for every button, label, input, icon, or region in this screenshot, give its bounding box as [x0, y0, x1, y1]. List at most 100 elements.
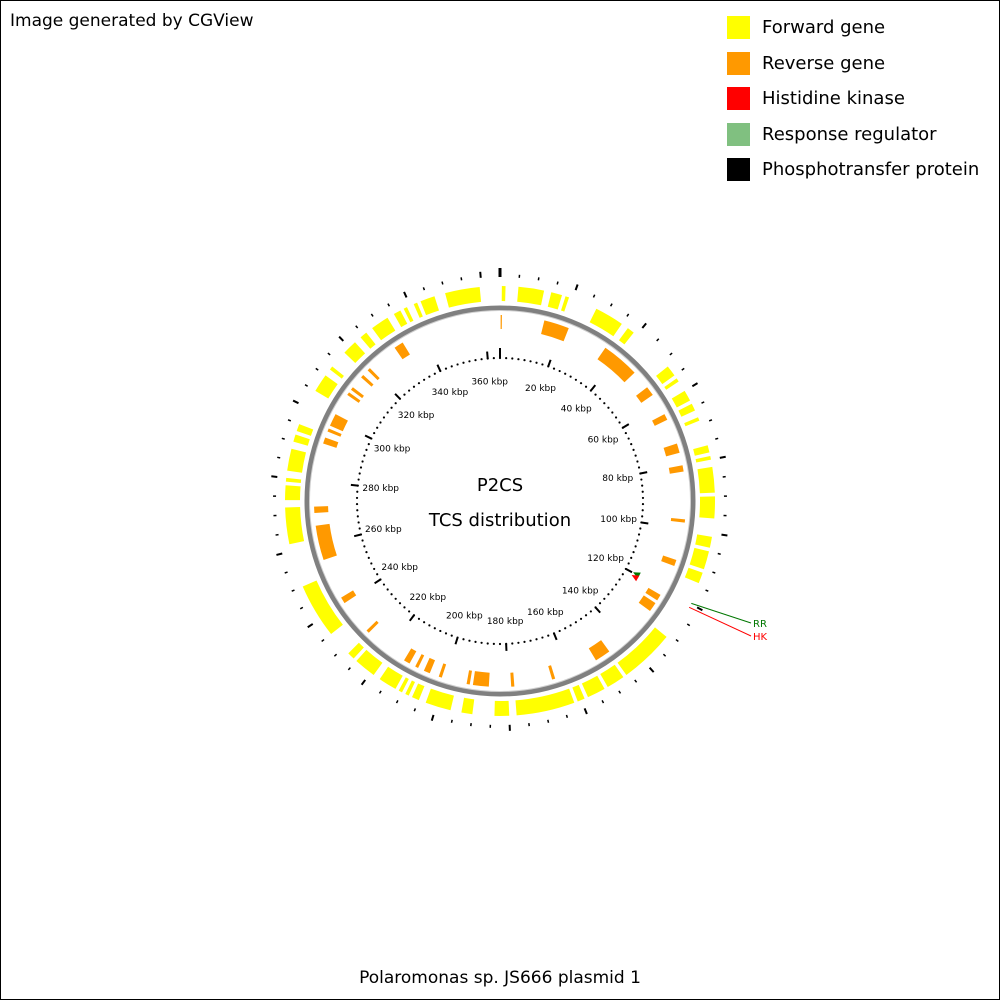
scale-dot: [412, 385, 416, 388]
scale-major-tick: [547, 359, 552, 367]
reverse-gene-track: [314, 315, 686, 687]
scale-label: 20 kbp: [525, 384, 556, 394]
reverse-gene: [466, 670, 472, 685]
scale-dot: [624, 431, 627, 435]
legend-swatch: [727, 122, 750, 146]
scale-dot: [589, 610, 592, 613]
scale-dot: [535, 638, 538, 641]
scale-dot: [356, 490, 359, 493]
reverse-gene: [636, 387, 653, 403]
tick-mark: [708, 419, 713, 422]
reverse-gene: [597, 347, 635, 383]
tcs-gene-label: HK: [753, 632, 768, 643]
scale-dot: [456, 363, 459, 366]
tick-mark: [307, 623, 314, 629]
scale-dot: [359, 466, 363, 469]
tick-mark: [333, 653, 338, 657]
tick-mark: [712, 571, 716, 574]
scale-dot: [376, 426, 379, 429]
forward-gene: [285, 477, 302, 483]
tcs-gene-label: RR: [753, 619, 767, 630]
scale-dot: [603, 402, 606, 405]
scale-dot: [428, 624, 431, 627]
scale-dot: [462, 638, 465, 641]
tick-mark: [403, 291, 408, 298]
scale-dot: [382, 583, 386, 586]
scale-dot: [621, 573, 624, 576]
scale-dot: [492, 642, 495, 645]
reverse-gene: [548, 665, 556, 680]
scale-major-tick: [374, 578, 382, 585]
scale-dot: [517, 641, 520, 644]
forward-gene: [515, 688, 575, 716]
scale-major-tick: [408, 614, 415, 622]
tick-mark: [681, 367, 685, 371]
scale-dot: [444, 632, 448, 635]
tick-mark: [370, 313, 374, 317]
scale-dot: [358, 527, 361, 530]
reverse-gene: [541, 320, 569, 342]
forward-gene: [356, 649, 383, 675]
scale-dot: [363, 545, 366, 548]
legend-swatch: [727, 16, 750, 40]
scale-dot: [363, 454, 366, 457]
tcs-gene-marker: [633, 572, 641, 579]
scale-label: 300 kbp: [374, 445, 411, 455]
scale-label: 280 kbp: [362, 484, 399, 494]
scale-dot: [574, 378, 577, 381]
reverse-gene: [341, 590, 357, 604]
scale-dot: [614, 583, 618, 586]
scale-dot: [511, 642, 514, 645]
scale-label: 160 kbp: [527, 608, 564, 618]
scale-dot: [637, 533, 641, 536]
scale-dot: [529, 639, 532, 642]
scale-label: 200 kbp: [446, 612, 483, 622]
tick-mark: [618, 690, 622, 694]
tick-mark: [292, 399, 299, 405]
reverse-gene: [663, 443, 680, 457]
reverse-gene: [652, 414, 668, 426]
scale-dot: [373, 567, 376, 571]
scale-major-tick: [350, 483, 358, 487]
tick-mark: [717, 552, 721, 555]
tick-mark: [583, 708, 588, 715]
scale-dot: [356, 515, 359, 518]
tick-mark: [441, 281, 444, 285]
scale-dot: [618, 421, 621, 424]
scale-major-tick: [640, 471, 648, 475]
scale-dot: [607, 593, 610, 596]
scale-dot: [569, 375, 572, 378]
reverse-gene: [350, 387, 364, 399]
scale-dot: [603, 597, 606, 600]
scale-dot: [382, 416, 386, 419]
scale-dot: [505, 357, 508, 360]
scale-dot: [641, 502, 645, 506]
scale-dot: [468, 360, 471, 363]
forward-gene: [697, 466, 715, 494]
scale-major-tick: [590, 384, 597, 392]
forward-gene: [445, 286, 482, 308]
reverse-gene: [668, 465, 684, 474]
scale-dot: [390, 593, 393, 596]
legend-label: Reverse gene: [762, 52, 886, 74]
tick-mark: [565, 714, 569, 718]
tick-mark: [656, 338, 660, 342]
genome-name: Polaromonas sp. JS666 plasmid 1: [359, 968, 641, 988]
scale-dot: [450, 634, 453, 637]
tick-mark: [460, 277, 463, 281]
reverse-gene: [367, 368, 380, 381]
reverse-gene: [415, 654, 425, 668]
forward-gene: [425, 688, 454, 711]
forward-gene: [517, 286, 545, 306]
scale-dot: [423, 621, 426, 624]
scale-dot: [356, 509, 359, 512]
scale-dot: [480, 358, 483, 361]
legend: Forward gene Reverse gene Histidine kina…: [727, 10, 979, 188]
forward-gene: [413, 302, 423, 318]
reverse-gene: [329, 414, 348, 432]
legend-item-response-regulator: Response regulator: [727, 117, 979, 153]
reverse-gene: [404, 648, 417, 664]
reverse-gene: [423, 657, 436, 674]
